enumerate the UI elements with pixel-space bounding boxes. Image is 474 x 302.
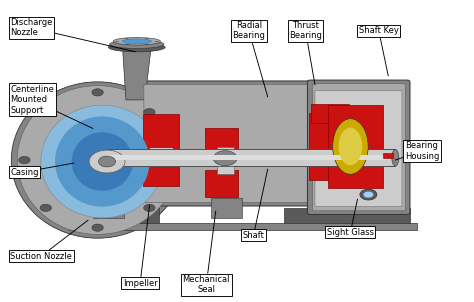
FancyBboxPatch shape [284,208,410,225]
Text: Radial
Bearing: Radial Bearing [232,21,268,97]
Ellipse shape [338,128,362,165]
Circle shape [363,191,374,198]
Text: Shaft: Shaft [243,169,268,240]
Ellipse shape [72,132,133,191]
FancyBboxPatch shape [383,153,393,158]
FancyBboxPatch shape [315,91,402,207]
Text: Suction Nozzle: Suction Nozzle [10,220,88,261]
FancyBboxPatch shape [93,198,124,218]
FancyBboxPatch shape [93,208,159,225]
FancyBboxPatch shape [144,114,179,186]
Circle shape [360,189,377,200]
Circle shape [18,156,30,164]
Ellipse shape [109,40,164,49]
Ellipse shape [11,82,184,238]
Circle shape [92,89,103,96]
FancyBboxPatch shape [311,104,349,123]
FancyBboxPatch shape [308,80,410,214]
FancyBboxPatch shape [107,149,395,166]
Ellipse shape [333,119,368,174]
Ellipse shape [113,37,160,45]
Circle shape [144,109,155,116]
Ellipse shape [145,38,149,39]
FancyBboxPatch shape [211,198,242,218]
Text: Bearing
Housing: Bearing Housing [395,141,439,161]
Polygon shape [123,49,151,100]
Circle shape [40,204,52,211]
Ellipse shape [17,86,178,234]
Circle shape [144,204,155,211]
Circle shape [40,109,52,116]
Ellipse shape [125,38,129,39]
Text: Sight Glass: Sight Glass [327,199,374,237]
Ellipse shape [122,39,152,44]
Text: Mechanical
Seal: Mechanical Seal [182,211,230,294]
Text: Discharge
Nozzle: Discharge Nozzle [10,18,136,52]
FancyBboxPatch shape [205,170,238,197]
Text: Thrust
Bearing: Thrust Bearing [289,21,322,85]
Ellipse shape [55,117,150,207]
Text: Shaft Key: Shaft Key [359,26,399,76]
Ellipse shape [155,41,158,42]
FancyBboxPatch shape [150,148,173,165]
Ellipse shape [109,43,165,52]
Circle shape [165,156,176,164]
Ellipse shape [41,105,164,218]
FancyBboxPatch shape [328,105,383,188]
FancyBboxPatch shape [309,113,352,181]
FancyBboxPatch shape [69,223,417,230]
Ellipse shape [115,41,119,42]
FancyBboxPatch shape [217,147,234,175]
FancyBboxPatch shape [205,127,238,158]
Circle shape [92,224,103,231]
FancyBboxPatch shape [313,84,405,211]
Text: Casing: Casing [10,163,74,177]
Circle shape [213,151,237,166]
Text: Centerline
Mounted
Support: Centerline Mounted Support [10,85,93,128]
FancyBboxPatch shape [139,81,317,206]
Text: Impeller: Impeller [123,205,157,288]
Circle shape [89,150,125,173]
Ellipse shape [392,149,399,166]
FancyBboxPatch shape [107,149,395,167]
FancyBboxPatch shape [107,155,395,160]
Circle shape [99,156,116,167]
FancyBboxPatch shape [144,84,311,203]
